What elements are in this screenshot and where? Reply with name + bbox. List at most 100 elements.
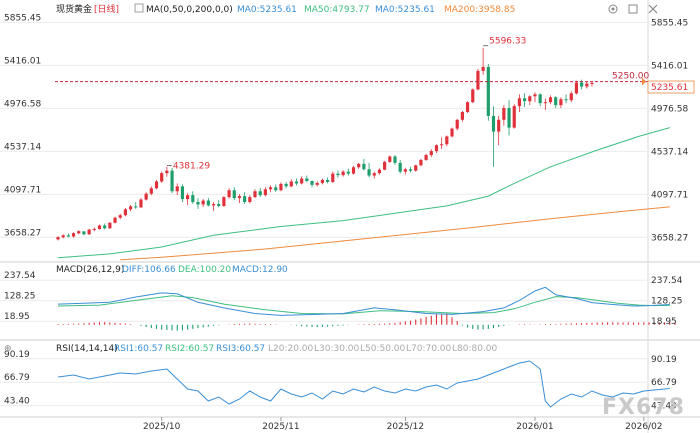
macd-diff-line bbox=[57, 286, 670, 316]
last-price-box bbox=[647, 80, 695, 94]
x-tick-label: 2025/10 bbox=[143, 422, 181, 432]
legend-ma-params[interactable]: MA(0,50,0,200,0,0) bbox=[146, 5, 233, 15]
candle-body bbox=[170, 170, 174, 192]
reference-marker-icon[interactable] bbox=[642, 77, 646, 86]
candle-body bbox=[367, 169, 371, 176]
ma50-line bbox=[57, 127, 670, 259]
rsi-collapse-icon[interactable]: ⊕ bbox=[4, 344, 12, 354]
candle-body bbox=[248, 197, 252, 203]
candle-body bbox=[445, 136, 449, 145]
candle-body bbox=[533, 94, 537, 97]
candle-body bbox=[56, 237, 60, 240]
candle-body bbox=[128, 206, 133, 210]
ma-layer bbox=[57, 127, 670, 261]
candle-body bbox=[590, 82, 594, 84]
candle-body bbox=[97, 225, 102, 230]
main-panel bbox=[0, 0, 700, 262]
legend-ma200: MA200:3958.85 bbox=[444, 5, 515, 15]
rsi-l20-label: L20:20.00 bbox=[268, 344, 314, 354]
candle-body bbox=[408, 169, 413, 171]
candle-body bbox=[543, 102, 547, 104]
candle-body bbox=[77, 231, 81, 234]
candle-body bbox=[113, 217, 117, 223]
candle-body bbox=[310, 180, 314, 185]
candle-body bbox=[305, 178, 309, 181]
macd-y-tick-right: 128.25 bbox=[651, 297, 683, 307]
macd-layer bbox=[57, 286, 676, 331]
rsi-l30-label: L30:30.00 bbox=[314, 344, 360, 354]
watermark: FX678 bbox=[602, 395, 685, 420]
high-annotation: 5596.33 bbox=[489, 37, 526, 47]
candle-body bbox=[491, 115, 496, 132]
candle-body bbox=[315, 182, 319, 185]
legend-period[interactable]: [日线] bbox=[94, 3, 119, 15]
candle-body bbox=[460, 111, 464, 120]
macd-dea-label: DEA:100.20 bbox=[178, 265, 231, 275]
candle-body bbox=[476, 70, 480, 90]
candle-body bbox=[154, 181, 159, 189]
candle-body bbox=[450, 128, 454, 137]
macd-y-tick-right: 237.54 bbox=[651, 276, 683, 286]
rsi-l70-label: L70:70.00 bbox=[406, 344, 452, 354]
candle-body bbox=[351, 167, 356, 174]
legend-checkbox[interactable] bbox=[134, 3, 144, 13]
rsi-l50-label: L50:50.00 bbox=[360, 344, 406, 354]
candle-body bbox=[414, 165, 418, 171]
y-tick-right: 4097.71 bbox=[651, 190, 688, 200]
rsi-y-tick-left: 66.79 bbox=[4, 373, 30, 383]
candle-body bbox=[455, 119, 459, 129]
macd-value-label: MACD:12.90 bbox=[232, 265, 288, 275]
candle-body bbox=[336, 173, 340, 176]
candle-body bbox=[289, 181, 293, 187]
macd-y-tick-left: 237.54 bbox=[4, 271, 36, 281]
candle-body bbox=[268, 187, 273, 190]
candle-body bbox=[548, 97, 553, 103]
candle-body bbox=[211, 203, 216, 206]
candle-body bbox=[465, 102, 470, 112]
candle-body bbox=[149, 188, 153, 194]
y-tick-right: 4537.14 bbox=[651, 147, 688, 157]
candle-body bbox=[393, 156, 397, 163]
rsi-line bbox=[57, 360, 670, 408]
candle-body bbox=[175, 186, 179, 192]
candle-body bbox=[517, 98, 522, 107]
candle-body bbox=[165, 170, 169, 174]
candle-layer bbox=[56, 47, 594, 241]
x-tick-label: 2026/01 bbox=[516, 422, 553, 432]
swing-high-annotation: 4381.29 bbox=[173, 162, 210, 172]
last-price-label: 5235.61 bbox=[651, 83, 688, 93]
y-tick-right: 3658.27 bbox=[651, 233, 688, 243]
macd-dea-line bbox=[57, 295, 670, 315]
candle-body bbox=[222, 197, 226, 206]
candle-body bbox=[580, 82, 584, 87]
candle-body bbox=[554, 97, 558, 106]
candle-body bbox=[346, 171, 350, 174]
expand-icon[interactable] bbox=[628, 4, 638, 14]
candle-body bbox=[434, 145, 439, 152]
candle-body bbox=[300, 178, 304, 184]
candle-body bbox=[103, 225, 107, 229]
candle-body bbox=[362, 163, 366, 170]
candle-body bbox=[206, 200, 210, 206]
candle-body bbox=[134, 206, 138, 208]
x-tick-label: 2026/02 bbox=[625, 422, 662, 432]
macd-diff-label: DIFF:106.66 bbox=[122, 265, 176, 275]
rsi-y-tick-right: 66.79 bbox=[651, 378, 677, 388]
macd-title: MACD(26,12,9) bbox=[56, 265, 124, 275]
gear-icon[interactable] bbox=[608, 4, 618, 14]
candle-body bbox=[191, 195, 195, 203]
candle-body bbox=[341, 171, 345, 176]
candle-body bbox=[92, 228, 96, 230]
rsi-y-tick-left: 43.40 bbox=[4, 397, 30, 407]
candle-body bbox=[326, 179, 330, 182]
candle-body bbox=[320, 179, 324, 183]
candle-body bbox=[258, 191, 262, 196]
rsi3-label: RSI3:60.57 bbox=[216, 344, 265, 354]
close-icon[interactable] bbox=[648, 4, 658, 14]
candle-body bbox=[357, 163, 361, 168]
candle-body bbox=[403, 169, 407, 172]
x-tick-label: 2025/12 bbox=[387, 422, 424, 432]
y-tick-left: 5416.01 bbox=[4, 56, 41, 66]
candle-body bbox=[66, 235, 70, 237]
y-tick-left: 5855.45 bbox=[4, 13, 41, 23]
